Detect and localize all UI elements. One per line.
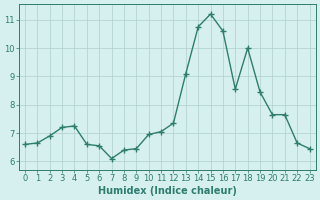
X-axis label: Humidex (Indice chaleur): Humidex (Indice chaleur) bbox=[98, 186, 237, 196]
